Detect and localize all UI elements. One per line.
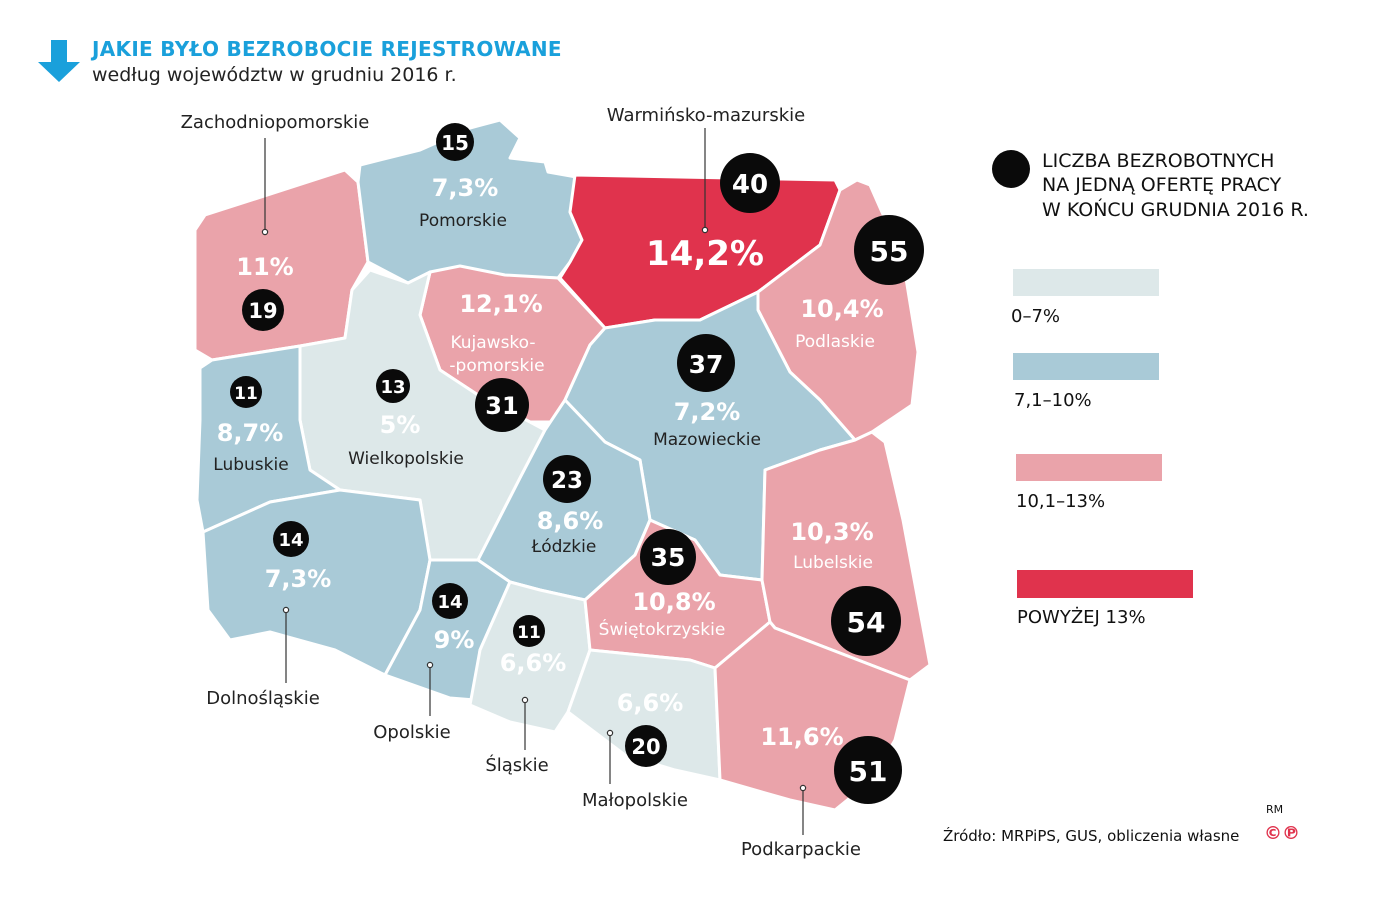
legend-swatch-10-13 bbox=[1016, 454, 1162, 481]
leader-lines bbox=[261, 128, 807, 835]
page-title: JAKIE BYŁO BEZROBOCIE REJESTROWANE bbox=[90, 37, 562, 61]
publisher-logo: ©℗ bbox=[1264, 823, 1300, 844]
svg-text:13: 13 bbox=[380, 377, 405, 398]
bubble-lubelskie: 54 bbox=[831, 586, 901, 656]
svg-text:11: 11 bbox=[517, 623, 541, 643]
svg-text:14: 14 bbox=[278, 530, 303, 551]
svg-text:23: 23 bbox=[551, 468, 583, 494]
name-kujawsko-line2: -pomorskie bbox=[449, 356, 544, 376]
bubble-dolnoslaskie: 14 bbox=[273, 521, 309, 557]
header: JAKIE BYŁO BEZROBOCIE REJESTROWANE wedłu… bbox=[38, 37, 562, 86]
author-initials: RM bbox=[1266, 803, 1283, 816]
legend-title-line1: LICZBA BEZROBOTNYCH bbox=[1042, 150, 1274, 172]
bubble-lodzkie: 23 bbox=[543, 455, 591, 503]
svg-text:37: 37 bbox=[689, 350, 724, 379]
svg-text:19: 19 bbox=[248, 299, 277, 323]
source-note: Źródło: MRPiPS, GUS, obliczenia własne bbox=[943, 826, 1239, 845]
rate-warminsko-mazurskie: 14,2% bbox=[646, 234, 764, 274]
legend-label-0-7: 0–7% bbox=[1011, 306, 1060, 327]
svg-text:51: 51 bbox=[849, 755, 888, 788]
legend-label-over-13: POWYŻEJ 13% bbox=[1017, 607, 1146, 628]
svg-text:31: 31 bbox=[485, 392, 518, 420]
bubble-slaskie: 11 bbox=[513, 615, 545, 647]
rate-slaskie: 6,6% bbox=[500, 649, 567, 677]
rate-mazowieckie: 7,2% bbox=[674, 398, 741, 426]
rate-podkarpackie: 11,6% bbox=[760, 723, 843, 751]
svg-text:15: 15 bbox=[441, 131, 469, 155]
bubble-pomorskie: 15 bbox=[436, 123, 474, 161]
name-podlaskie: Podlaskie bbox=[795, 332, 875, 352]
bubble-zachodniopomorskie: 19 bbox=[242, 289, 284, 331]
rate-podlaskie: 10,4% bbox=[800, 295, 883, 323]
down-arrow-icon bbox=[38, 40, 80, 82]
bubble-podkarpackie: 51 bbox=[834, 736, 902, 804]
svg-text:54: 54 bbox=[847, 606, 886, 639]
name-pomorskie: Pomorskie bbox=[419, 211, 507, 231]
legend-swatch-0-7 bbox=[1013, 269, 1159, 296]
name-mazowieckie: Mazowieckie bbox=[653, 430, 761, 450]
rate-lubelskie: 10,3% bbox=[790, 518, 873, 546]
rate-labels: 11% 7,3% 14,2% 10,4% 12,1% 5% 8,7% 7,2% … bbox=[217, 174, 884, 751]
bubble-opolskie: 14 bbox=[432, 583, 468, 619]
svg-text:20: 20 bbox=[631, 735, 660, 759]
name-slaskie: Śląskie bbox=[485, 754, 548, 776]
name-swietokrzyskie: Świętokrzyskie bbox=[599, 618, 726, 640]
region-malopolskie bbox=[566, 648, 722, 782]
rate-malopolskie: 6,6% bbox=[617, 689, 684, 717]
name-dolnoslaskie: Dolnośląskie bbox=[206, 688, 320, 709]
name-podkarpackie: Podkarpackie bbox=[741, 839, 861, 860]
bubble-podlaskie: 55 bbox=[854, 215, 924, 285]
bubble-warminsko-mazurskie: 40 bbox=[720, 153, 780, 213]
legend-title-line3: W KOŃCU GRUDNIA 2016 R. bbox=[1042, 198, 1309, 221]
bubble-wielkopolskie: 13 bbox=[376, 369, 410, 403]
svg-text:55: 55 bbox=[870, 235, 909, 268]
name-malopolskie: Małopolskie bbox=[582, 790, 688, 811]
bubble-kujawsko-pomorskie: 31 bbox=[475, 378, 529, 432]
rate-kujawsko-pomorskie: 12,1% bbox=[459, 290, 542, 318]
rate-lodzkie: 8,6% bbox=[537, 507, 604, 535]
name-warminsko-mazurskie: Warmińsko-mazurskie bbox=[607, 105, 805, 126]
svg-text:14: 14 bbox=[437, 592, 462, 613]
rate-wielkopolskie: 5% bbox=[380, 411, 421, 439]
name-zachodniopomorskie: Zachodniopomorskie bbox=[181, 112, 370, 133]
rate-opolskie: 9% bbox=[434, 626, 475, 654]
svg-text:11: 11 bbox=[234, 384, 258, 404]
name-kujawsko-line1: Kujawsko- bbox=[450, 333, 535, 353]
rate-swietokrzyskie: 10,8% bbox=[632, 588, 715, 616]
region-slaskie bbox=[468, 580, 592, 734]
rate-dolnoslaskie: 7,3% bbox=[265, 565, 332, 593]
name-lubuskie: Lubuskie bbox=[213, 455, 288, 475]
svg-text:40: 40 bbox=[732, 170, 768, 200]
name-lodzkie: Łódzkie bbox=[531, 537, 597, 557]
footer: Źródło: MRPiPS, GUS, obliczenia własne R… bbox=[943, 803, 1300, 845]
bubble-mazowieckie: 37 bbox=[677, 334, 735, 392]
region-name-labels: Zachodniopomorskie Pomorskie Warmińsko-m… bbox=[181, 105, 875, 860]
legend-title-line2: NA JEDNĄ OFERTĘ PRACY bbox=[1042, 174, 1282, 196]
map-regions bbox=[193, 118, 932, 812]
svg-text:35: 35 bbox=[651, 543, 686, 572]
legend-swatch-7-10 bbox=[1013, 353, 1159, 380]
bubble-swietokrzyskie: 35 bbox=[640, 529, 696, 585]
name-lubelskie: Lubelskie bbox=[793, 553, 873, 573]
legend-label-7-10: 7,1–10% bbox=[1014, 390, 1092, 411]
rate-zachodniopomorskie: 11% bbox=[236, 253, 293, 281]
page-subtitle: według województw w grudniu 2016 r. bbox=[92, 64, 457, 86]
legend: LICZBA BEZROBOTNYCH NA JEDNĄ OFERTĘ PRAC… bbox=[992, 150, 1309, 628]
legend-label-10-13: 10,1–13% bbox=[1016, 491, 1105, 512]
bubbles: 19 15 40 55 31 13 11 37 23 14 14 11 35 5… bbox=[230, 123, 924, 804]
rate-lubuskie: 8,7% bbox=[217, 419, 284, 447]
rate-pomorskie: 7,3% bbox=[432, 174, 499, 202]
legend-bubble-icon bbox=[992, 150, 1030, 188]
name-wielkopolskie: Wielkopolskie bbox=[348, 449, 464, 469]
bubble-malopolskie: 20 bbox=[625, 725, 667, 767]
bubble-lubuskie: 11 bbox=[230, 376, 262, 408]
name-opolskie: Opolskie bbox=[373, 722, 450, 743]
legend-swatch-over-13 bbox=[1017, 570, 1193, 598]
